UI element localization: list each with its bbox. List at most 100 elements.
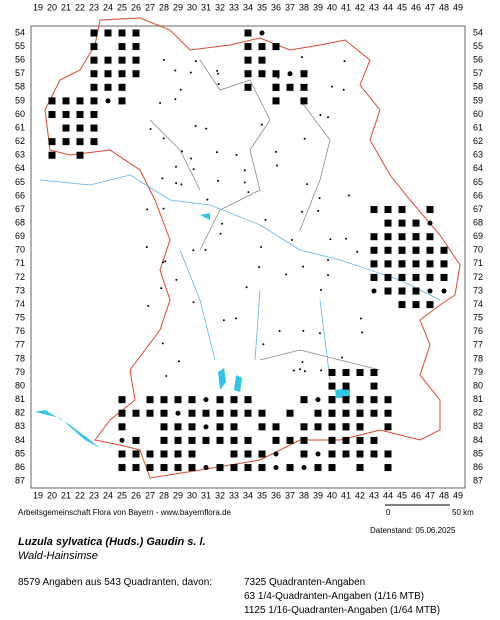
x-grid-label: 23 [89, 490, 99, 500]
occurrence-square [90, 70, 98, 78]
x-grid-label: 27 [145, 490, 155, 500]
x-grid-label: 22 [75, 2, 85, 12]
lakes [200, 213, 350, 398]
y-grid-label: 71 [15, 258, 25, 268]
occurrence-dot [159, 101, 162, 104]
occurrence-dot [371, 410, 377, 416]
occurrence-dot [264, 218, 267, 221]
occurrence-dot [291, 238, 294, 241]
occurrence-square [104, 29, 112, 37]
occurrence-dot [203, 424, 209, 430]
occurrence-square [132, 409, 140, 417]
x-grid-label: 37 [285, 490, 295, 500]
y-grid-label: 58 [15, 82, 25, 92]
occurrence-dot [320, 369, 323, 372]
occurrence-dot [341, 356, 344, 359]
occurrence-dot [327, 259, 330, 262]
occurrence-square [272, 436, 280, 444]
map-frame [30, 25, 466, 489]
x-grid-label: 42 [355, 2, 365, 12]
y-grid-label: 63 [473, 150, 483, 160]
occurrence-square [412, 219, 420, 227]
occurrence-square [244, 56, 252, 64]
occurrence-dot [165, 374, 168, 377]
occurrence-dot [164, 260, 167, 263]
occurrence-square [370, 273, 378, 281]
occurrence-square [90, 56, 98, 64]
occurrence-dot [234, 317, 237, 320]
x-grid-label: 24 [103, 2, 113, 12]
occurrence-square [90, 83, 98, 91]
stats-summary: 8579 Angaben aus 543 Quadranten, davon: [18, 577, 213, 588]
occurrence-dot [330, 85, 333, 88]
occurrence-dot [175, 182, 178, 185]
y-grid-label: 75 [15, 313, 25, 323]
occurrence-square [398, 287, 406, 295]
occurrence-square [342, 450, 350, 458]
occurrence-square [76, 138, 84, 146]
y-grid-label: 85 [15, 448, 25, 458]
y-grid-label: 77 [15, 340, 25, 350]
occurrence-square [412, 246, 420, 254]
x-grid-label: 40 [327, 2, 337, 12]
y-grid-label: 86 [473, 462, 483, 472]
occurrence-dot [299, 368, 302, 371]
occurrence-square [174, 450, 182, 458]
occurrence-square [76, 124, 84, 132]
occurrence-square [314, 464, 322, 472]
occurrence-dot [162, 137, 165, 140]
occurrence-square [188, 409, 196, 417]
occurrence-square [118, 56, 126, 64]
y-grid-label: 64 [473, 163, 483, 173]
occurrence-square [188, 436, 196, 444]
occurrence-dot [278, 329, 281, 332]
occurrence-dots [48, 29, 448, 472]
occurrence-dot [119, 437, 125, 443]
x-grid-label: 41 [341, 2, 351, 12]
y-grid-label: 74 [15, 299, 25, 309]
y-grid-label: 83 [473, 421, 483, 431]
occurrence-square [160, 396, 168, 404]
occurrence-square [300, 83, 308, 91]
occurrence-square [328, 464, 336, 472]
y-grid-label: 72 [473, 272, 483, 282]
occurrence-square [370, 436, 378, 444]
occurrence-square [230, 396, 238, 404]
occurrence-square [62, 110, 70, 118]
y-grid-label: 73 [15, 285, 25, 295]
occurrence-square [286, 436, 294, 444]
occurrence-dot [243, 181, 246, 184]
occurrence-square [118, 29, 126, 37]
y-grid-label: 84 [473, 435, 483, 445]
occurrence-dot [192, 168, 195, 171]
x-grid-label: 48 [439, 490, 449, 500]
occurrence-square [188, 450, 196, 458]
occurrence-square [62, 124, 70, 132]
species-subtitle: Wald-Hainsimse [18, 550, 98, 562]
y-grid-label: 55 [15, 41, 25, 51]
occurrence-square [174, 396, 182, 404]
occurrence-square [244, 450, 252, 458]
y-grid-label: 62 [15, 136, 25, 146]
y-grid-label: 64 [15, 163, 25, 173]
x-grid-label: 19 [33, 490, 43, 500]
occurrence-square [398, 206, 406, 214]
x-grid-label: 31 [201, 490, 211, 500]
y-grid-label: 76 [15, 326, 25, 336]
occurrence-square [342, 423, 350, 431]
occurrence-square [160, 423, 168, 431]
occurrence-dot [194, 124, 197, 127]
occurrence-dot [292, 369, 295, 372]
x-grid-label: 32 [215, 2, 225, 12]
occurrence-square [90, 43, 98, 51]
occurrence-dot [216, 179, 219, 182]
occurrence-square [202, 436, 210, 444]
occurrence-square [286, 83, 294, 91]
occurrence-square [258, 423, 266, 431]
occurrence-square [300, 423, 308, 431]
occurrence-square [370, 260, 378, 268]
y-grid-label: 66 [473, 190, 483, 200]
x-grid-label: 30 [187, 2, 197, 12]
occurrence-dot [273, 451, 279, 457]
occurrence-square [426, 206, 434, 214]
